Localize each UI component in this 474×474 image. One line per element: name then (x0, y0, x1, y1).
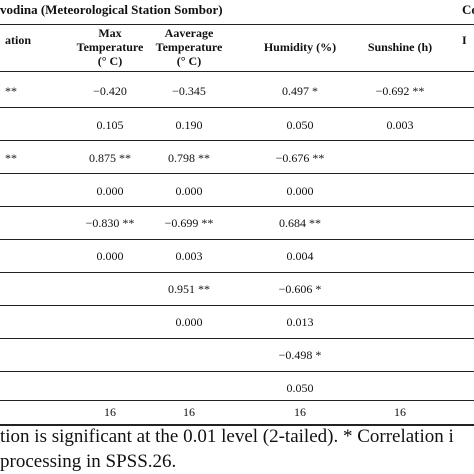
row-7-rule (0, 338, 474, 339)
row-1-hum: 0.050 (286, 118, 314, 132)
row-8-rule (0, 371, 474, 372)
column-header-humidity: Humidity (%) (240, 40, 360, 54)
row-6-avg: 0.951 ** (168, 282, 210, 296)
row-3-rule (0, 206, 474, 207)
row-2-hum: −0.676 ** (275, 151, 325, 165)
row-0-hum: 0.497 * (282, 84, 318, 98)
row-1-avg: 0.190 (175, 118, 203, 132)
row-4-rule (0, 239, 474, 240)
right-column-group-title: Co (462, 2, 474, 17)
column-header-max-temp: Max Temperature (° C) (50, 26, 170, 68)
table-bottom-rule (0, 424, 474, 426)
row-4-avg: −0.699 ** (164, 216, 214, 230)
column-header-correlation: ation (0, 33, 48, 47)
row-10-max: 16 (104, 405, 116, 419)
station-title: vodina (Meteorological Station Sombor) (0, 2, 223, 17)
row-10-sun: 16 (394, 405, 406, 419)
row-0-sun: −0.692 ** (375, 84, 425, 98)
row-9-rule (0, 400, 474, 401)
column-header-last: I (462, 33, 474, 47)
row-1-max: 0.105 (96, 118, 124, 132)
column-header-sunshine: Sunshine (h) (340, 40, 460, 54)
avg-temp-line-2: Temperature (155, 40, 223, 54)
sunshine-header-text: Sunshine (h) (367, 40, 433, 54)
footnote-line-2: processing in SPSS.26. (0, 451, 177, 472)
row-0-avg: −0.345 (172, 84, 206, 98)
row-10-avg: 16 (183, 405, 195, 419)
row-3-hum: 0.000 (286, 184, 314, 198)
avg-temp-line-3: (° C) (176, 54, 202, 68)
max-temp-line-2: Temperature (76, 40, 144, 54)
max-temp-line-1: Max (98, 26, 122, 40)
header-top-rule (0, 24, 474, 25)
row-6-hum: −0.606 * (278, 282, 322, 296)
header-bottom-rule (0, 71, 474, 72)
row-0-rule (0, 107, 474, 108)
row-7-avg: 0.000 (175, 315, 203, 329)
row-4-hum: 0.684 ** (279, 216, 321, 230)
row-2-rule (0, 173, 474, 174)
row-2-max: 0.875 ** (89, 151, 131, 165)
row-5-avg: 0.003 (175, 249, 203, 263)
avg-temp-line-1: Aaverage (164, 26, 214, 40)
table-header-line: vodina (Meteorological Station Sombor) C… (0, 0, 474, 24)
max-temp-line-3: (° C) (97, 54, 123, 68)
column-header-correlation-text: ation (4, 33, 31, 47)
row-9-hum: 0.050 (286, 381, 314, 395)
footnote-line-1: tion is significant at the 0.01 level (2… (0, 426, 454, 447)
row-3-max: 0.000 (96, 184, 124, 198)
row-0-max: −0.420 (93, 84, 127, 98)
row-5-max: 0.000 (96, 249, 124, 263)
humidity-header-text: Humidity (%) (263, 40, 337, 54)
row-8-hum: −0.498 * (278, 348, 322, 362)
last-header-text: I (462, 33, 467, 47)
column-header-avg-temp: Aaverage Temperature (° C) (129, 26, 249, 68)
row-0-first: ** (5, 84, 17, 98)
row-10-hum: 16 (294, 405, 306, 419)
row-5-rule (0, 272, 474, 273)
row-5-hum: 0.004 (286, 249, 314, 263)
row-2-first: ** (5, 151, 17, 165)
row-7-hum: 0.013 (286, 315, 314, 329)
row-4-max: −0.830 ** (85, 216, 135, 230)
row-1-rule (0, 140, 474, 141)
row-6-rule (0, 305, 474, 306)
row-1-sun: 0.003 (386, 118, 414, 132)
row-3-avg: 0.000 (175, 184, 203, 198)
row-2-avg: 0.798 ** (168, 151, 210, 165)
